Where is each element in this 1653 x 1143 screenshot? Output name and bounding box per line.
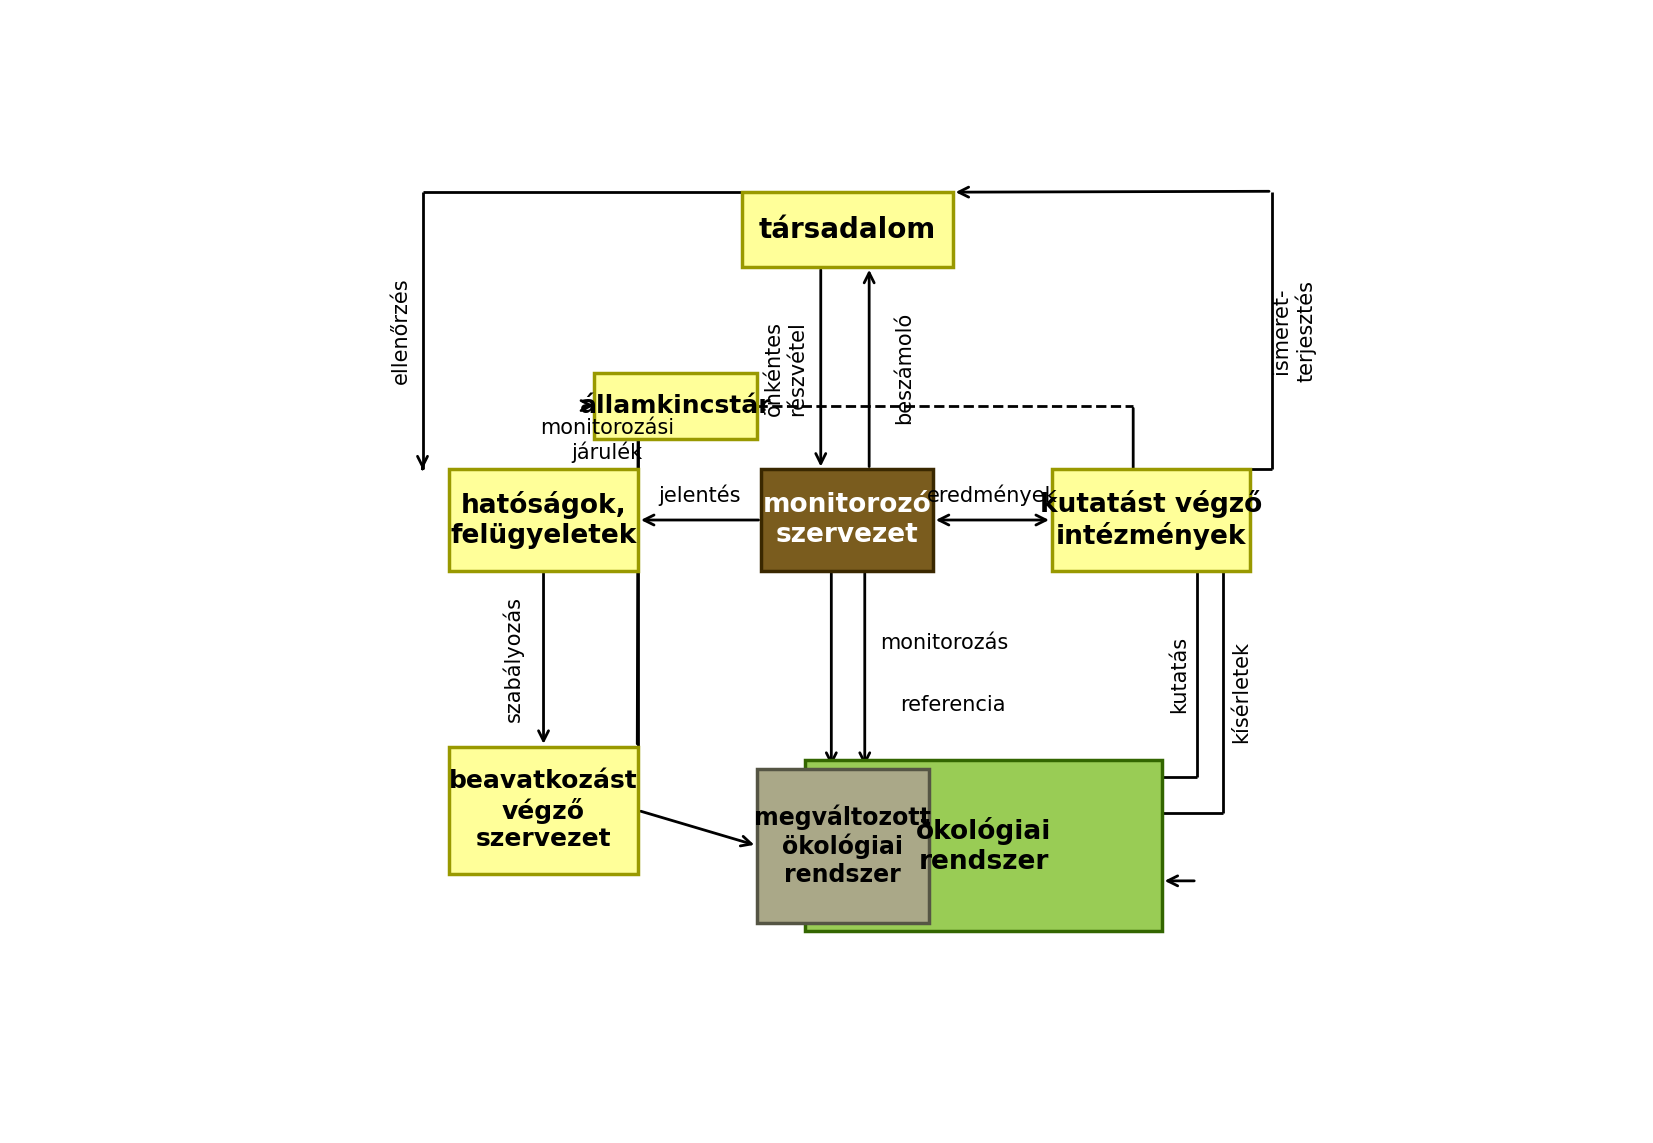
Text: megváltozott
ökológiai
rendszer: megváltozott ökológiai rendszer xyxy=(754,805,931,887)
Text: referencia: referencia xyxy=(899,695,1005,714)
FancyBboxPatch shape xyxy=(742,192,952,267)
Text: ökológiai
rendszer: ökológiai rendszer xyxy=(916,816,1051,874)
Text: monitorozás: monitorozás xyxy=(879,633,1008,653)
Text: társadalom: társadalom xyxy=(759,216,936,243)
FancyBboxPatch shape xyxy=(757,768,929,922)
Text: ellenőrzés: ellenőrzés xyxy=(390,278,410,384)
Text: monitorozó
szervezet: monitorozó szervezet xyxy=(762,491,932,547)
Text: beszámoló: beszámoló xyxy=(894,312,914,424)
FancyBboxPatch shape xyxy=(762,470,932,570)
Text: szabályozás: szabályozás xyxy=(503,596,524,721)
Text: kutatás: kutatás xyxy=(1169,636,1190,712)
FancyBboxPatch shape xyxy=(593,373,757,439)
Text: hatóságok,
felügyeletek: hatóságok, felügyeletek xyxy=(450,491,636,549)
FancyBboxPatch shape xyxy=(450,746,638,874)
Text: jelentés: jelentés xyxy=(658,485,741,506)
Text: ismeret-
terjesztés: ismeret- terjesztés xyxy=(1271,280,1316,382)
Text: monitorozási
járulék: monitorozási járulék xyxy=(541,418,674,463)
FancyBboxPatch shape xyxy=(450,470,638,570)
FancyBboxPatch shape xyxy=(1051,470,1250,570)
FancyBboxPatch shape xyxy=(805,760,1162,932)
Text: eredmények: eredmények xyxy=(927,485,1058,506)
Text: önkéntes
részvétel: önkéntes részvétel xyxy=(764,321,807,416)
Text: kutatást végző
intézmények: kutatást végző intézmények xyxy=(1040,490,1261,550)
Text: kísérletek: kísérletek xyxy=(1231,640,1251,743)
Text: beavatkozást
végző
szervezet: beavatkozást végző szervezet xyxy=(450,769,638,852)
Text: államkincstár: államkincstár xyxy=(580,393,772,417)
